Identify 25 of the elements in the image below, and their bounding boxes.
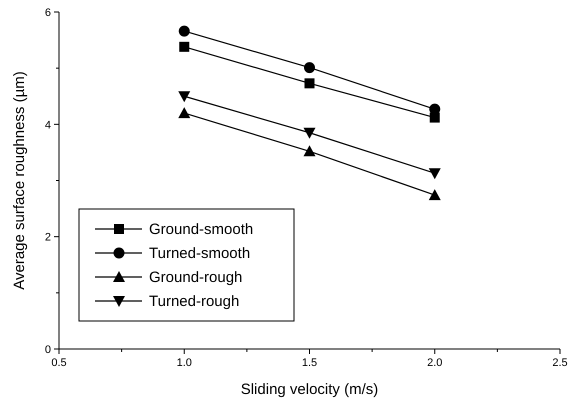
point [428, 168, 441, 180]
legend-label: Turned-rough [149, 293, 240, 310]
legend-label: Turned-smooth [149, 245, 250, 262]
point [178, 91, 190, 102]
point [304, 128, 316, 139]
x-tick-label: 1.5 [302, 357, 318, 369]
x-tick-label: 1.0 [176, 357, 192, 369]
x-tick-label: 2.5 [552, 357, 568, 369]
point [178, 107, 190, 118]
y-tick-label: 6 [44, 7, 51, 19]
y-tick-label: 2 [44, 232, 51, 244]
point [178, 26, 190, 37]
y-axis-title: Average surface roughness (µm) [11, 71, 28, 290]
point [179, 42, 190, 52]
legend-label: Ground-smooth [149, 221, 254, 238]
point [428, 189, 441, 200]
x-axis-title: Sliding velocity (m/s) [240, 381, 378, 398]
point [304, 145, 316, 156]
x-tick-label: 2.0 [427, 357, 442, 369]
legend-label: Ground-rough [149, 269, 242, 286]
x-tick-label: 0.5 [51, 357, 67, 369]
point [304, 78, 314, 88]
point [304, 62, 315, 74]
y-tick-label: 0 [44, 344, 51, 356]
y-tick-label: 4 [44, 119, 51, 132]
